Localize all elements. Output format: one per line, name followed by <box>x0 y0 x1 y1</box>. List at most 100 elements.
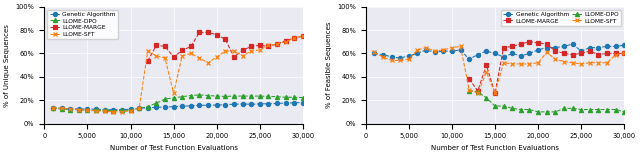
LLOME-MARGE <box>204 31 212 33</box>
LLOME-DPO <box>525 109 533 111</box>
LLOME-DPO <box>187 95 195 96</box>
Y-axis label: % of Feasible Sequences: % of Feasible Sequences <box>326 22 332 108</box>
Genetic Algorithm <box>256 103 264 105</box>
LLOME-MARGE <box>534 42 542 44</box>
Genetic Algorithm <box>58 107 65 109</box>
LLOME-SFT <box>560 61 568 62</box>
LLOME-DPO <box>534 111 542 113</box>
Genetic Algorithm <box>239 103 246 105</box>
Genetic Algorithm <box>282 102 289 104</box>
LLOME-DPO <box>101 110 109 111</box>
LLOME-DPO <box>196 94 204 96</box>
LLOME-DPO <box>58 108 65 110</box>
LLOME-MARGE <box>612 53 620 54</box>
LLOME-SFT <box>291 37 298 39</box>
LLOME-SFT <box>170 92 177 94</box>
Genetic Algorithm <box>543 47 550 49</box>
LLOME-DPO <box>256 95 264 97</box>
LLOME-MARGE <box>179 50 186 51</box>
Genetic Algorithm <box>569 43 577 45</box>
X-axis label: Number of Test Function Evaluations: Number of Test Function Evaluations <box>431 145 559 151</box>
LLOME-MARGE <box>187 45 195 47</box>
LLOME-DPO <box>247 95 255 97</box>
LLOME-MARGE <box>491 92 499 94</box>
Genetic Algorithm <box>508 53 516 54</box>
Legend: Genetic Algorithm, LLOME-MARGE, LLOME-DPO, LLOME-SFT: Genetic Algorithm, LLOME-MARGE, LLOME-DP… <box>500 10 621 26</box>
LLOME-DPO <box>135 107 143 109</box>
LLOME-SFT <box>58 107 65 109</box>
Line: Genetic Algorithm: Genetic Algorithm <box>372 42 627 61</box>
LLOME-SFT <box>49 107 57 109</box>
LLOME-DPO <box>465 90 473 92</box>
LLOME-MARGE <box>465 78 473 80</box>
Genetic Algorithm <box>483 50 490 52</box>
LLOME-MARGE <box>595 54 602 55</box>
Genetic Algorithm <box>84 108 92 110</box>
LLOME-SFT <box>161 57 169 59</box>
LLOME-DPO <box>221 95 229 97</box>
LLOME-SFT <box>273 43 281 45</box>
LLOME-DPO <box>474 91 481 93</box>
LLOME-DPO <box>500 105 508 107</box>
LLOME-MARGE <box>560 53 568 54</box>
LLOME-SFT <box>586 62 594 64</box>
LLOME-MARGE <box>161 45 169 47</box>
Genetic Algorithm <box>388 56 396 58</box>
LLOME-MARGE <box>543 43 550 45</box>
Genetic Algorithm <box>371 53 378 54</box>
Genetic Algorithm <box>273 102 281 104</box>
Genetic Algorithm <box>577 50 585 52</box>
LLOME-SFT <box>127 110 134 112</box>
LLOME-DPO <box>144 106 152 108</box>
Genetic Algorithm <box>75 108 83 110</box>
Genetic Algorithm <box>525 53 533 54</box>
Y-axis label: % of Unique Sequences: % of Unique Sequences <box>4 24 10 106</box>
LLOME-DPO <box>84 109 92 111</box>
LLOME-SFT <box>204 62 212 64</box>
Genetic Algorithm <box>187 105 195 107</box>
Genetic Algorithm <box>196 104 204 106</box>
LLOME-SFT <box>84 109 92 111</box>
Genetic Algorithm <box>448 50 456 52</box>
LLOME-DPO <box>603 109 611 111</box>
LLOME-SFT <box>517 63 525 65</box>
LLOME-DPO <box>569 107 577 109</box>
LLOME-MARGE <box>586 50 594 52</box>
Genetic Algorithm <box>230 103 238 105</box>
LLOME-MARGE <box>264 45 272 47</box>
LLOME-SFT <box>135 107 143 109</box>
LLOME-MARGE <box>577 53 585 54</box>
Line: LLOME-DPO: LLOME-DPO <box>467 89 627 114</box>
LLOME-SFT <box>595 62 602 64</box>
Genetic Algorithm <box>422 49 430 51</box>
Line: LLOME-SFT: LLOME-SFT <box>372 44 627 95</box>
LLOME-SFT <box>264 44 272 46</box>
LLOME-DPO <box>118 110 125 111</box>
LLOME-SFT <box>239 55 246 57</box>
Genetic Algorithm <box>152 106 160 108</box>
LLOME-MARGE <box>170 56 177 58</box>
Genetic Algorithm <box>101 109 109 111</box>
LLOME-DPO <box>552 111 559 113</box>
Genetic Algorithm <box>213 104 221 106</box>
LLOME-DPO <box>508 107 516 109</box>
LLOME-SFT <box>534 62 542 64</box>
LLOME-SFT <box>543 51 550 53</box>
LLOME-MARGE <box>525 41 533 43</box>
Genetic Algorithm <box>92 108 100 110</box>
LLOME-DPO <box>204 95 212 96</box>
LLOME-SFT <box>299 35 307 37</box>
LLOME-SFT <box>109 111 117 113</box>
LLOME-SFT <box>187 53 195 54</box>
LLOME-SFT <box>92 110 100 112</box>
LLOME-SFT <box>213 56 221 58</box>
Genetic Algorithm <box>405 55 413 57</box>
Genetic Algorithm <box>586 47 594 49</box>
LLOME-SFT <box>422 47 430 49</box>
LLOME-SFT <box>612 54 620 55</box>
LLOME-MARGE <box>213 34 221 36</box>
LLOME-DPO <box>161 98 169 100</box>
LLOME-SFT <box>448 47 456 49</box>
Genetic Algorithm <box>457 49 465 51</box>
Genetic Algorithm <box>413 53 421 54</box>
